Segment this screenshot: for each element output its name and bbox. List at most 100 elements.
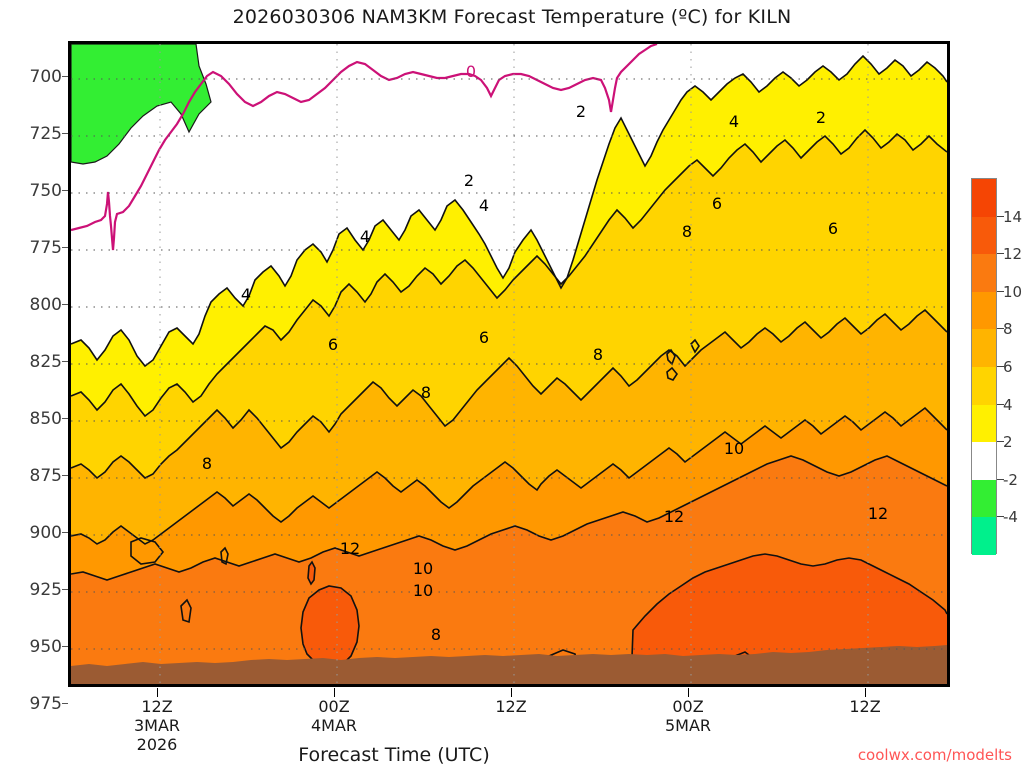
y-axis-tick-label: 725	[29, 124, 62, 144]
contour-label: 6	[328, 335, 338, 354]
contour-label: 10	[413, 559, 433, 578]
x-tick-date: 5MAR	[664, 716, 712, 735]
y-axis-tick-label: 975	[29, 694, 62, 714]
colorbar-tick-label: -2	[1003, 470, 1018, 489]
colorbar-tick-mark	[997, 516, 1004, 518]
y-axis-tick-label: 750	[29, 181, 62, 201]
colorbar-segment	[972, 517, 996, 555]
gridlines-vertical	[159, 44, 869, 684]
contour-label: 4	[479, 196, 489, 215]
x-axis-tick-label: 12Z 3MAR 2026	[92, 697, 222, 754]
y-axis-tick-mark	[62, 361, 68, 362]
y-axis-tick-label: 825	[29, 352, 62, 372]
colorbar-segment	[972, 216, 996, 255]
x-tick-time: 12Z	[849, 697, 881, 716]
y-axis-tick-mark	[62, 589, 68, 590]
contour-label: 12	[340, 539, 360, 558]
contour-label: 6	[479, 328, 489, 347]
x-tick-time: 12Z	[141, 697, 173, 716]
colorbar-segment	[972, 254, 996, 292]
contour-label: 8	[593, 345, 603, 364]
colorbar-tick-mark	[997, 290, 1004, 292]
contour-label: 8	[431, 625, 441, 644]
contour-label: 2	[816, 108, 826, 127]
colorbar-tick-mark	[997, 253, 1004, 255]
band-minus4-to-minus2	[71, 44, 212, 165]
contour-label: 8	[202, 454, 212, 473]
y-axis-tick-mark	[62, 247, 68, 248]
y-axis-tick-label: 775	[29, 238, 62, 258]
contour-label: 12	[664, 507, 684, 526]
watermark: coolwx.com/modelts	[857, 746, 1012, 764]
contour-label: 10	[724, 439, 744, 458]
contour-label: 2	[576, 102, 586, 121]
y-axis-tick-mark	[62, 418, 68, 419]
plot-area: 0 2 2 2 4 4 4 4 6 6 6 6 8 8 8 8 8 10 10 10 12 12 12	[68, 41, 950, 687]
page-title: 2026030306 NAM3KM Forecast Temperature (…	[232, 6, 792, 28]
colorbar-tick-label: 14	[1003, 207, 1023, 226]
y-axis-tick-mark	[62, 532, 68, 533]
y-axis-tick-label: 925	[29, 580, 62, 600]
contour-label: 12	[868, 504, 888, 523]
contour-label: 4	[241, 285, 251, 304]
y-axis-tick-label: 700	[29, 67, 62, 87]
colorbar-segment	[972, 404, 996, 443]
y-axis-tick-mark	[62, 133, 68, 134]
x-tick-year: 2026	[136, 735, 178, 754]
colorbar-segment	[972, 291, 996, 330]
y-axis-tick-label: 875	[29, 466, 62, 486]
colorbar-tick-label: -4	[1003, 508, 1018, 527]
contour-label: 4	[360, 227, 370, 246]
y-axis-tick-mark	[62, 190, 68, 191]
y-axis-tick-mark	[62, 304, 68, 305]
contour-label: 10	[413, 581, 433, 600]
x-axis-tick-mark	[688, 688, 689, 697]
x-axis-tick-label: 12Z	[446, 697, 576, 716]
x-axis-tick-label: 12Z	[800, 697, 930, 716]
colorbar-tick-mark	[997, 366, 1004, 367]
colorbar-tick-label: 8	[1003, 320, 1013, 339]
colorbar-segment	[972, 329, 996, 367]
terrain-surface	[71, 645, 947, 684]
y-axis-tick-label: 800	[29, 295, 62, 315]
contour-label: 8	[682, 222, 692, 241]
colorbar-tick-mark	[997, 403, 1004, 405]
colorbar-tick-mark	[997, 328, 1004, 330]
x-axis-tick-mark	[865, 688, 866, 697]
colorbar	[971, 178, 997, 555]
x-tick-time: 00Z	[672, 697, 704, 716]
y-axis-tick-label: 900	[29, 523, 62, 543]
x-axis-title: Forecast Time (UTC)	[298, 744, 490, 766]
contour-label: 0	[466, 62, 476, 81]
colorbar-segment	[972, 442, 996, 480]
contour-label: 6	[712, 194, 722, 213]
freezing-level-line	[71, 44, 658, 251]
x-tick-time: 12Z	[495, 697, 527, 716]
y-axis-tick-mark	[62, 646, 68, 647]
colorbar-tick-label: 2	[1003, 433, 1013, 452]
x-axis-tick-mark	[157, 688, 158, 697]
contour-label: 2	[464, 171, 474, 190]
colorbar-tick-label: 10	[1003, 282, 1023, 301]
colorbar-segment	[972, 179, 996, 217]
y-axis-tick-mark	[62, 703, 68, 704]
contour-lines	[71, 54, 947, 684]
band-12-14-sliver-a	[308, 562, 315, 584]
colorbar-segment	[972, 479, 996, 518]
colorbar-segment	[972, 366, 996, 405]
contour-label: 4	[729, 112, 739, 131]
colorbar-tick-mark	[997, 478, 1004, 480]
colorbar-tick-label: 6	[1003, 358, 1013, 376]
y-axis-tick-mark	[62, 475, 68, 476]
colorbar-tick-label: 4	[1003, 395, 1013, 414]
colorbar-tick-mark	[997, 215, 1004, 217]
y-axis-tick-label: 850	[29, 409, 62, 429]
x-tick-date: 3MAR	[133, 716, 181, 735]
x-tick-date: 4MAR	[310, 716, 358, 735]
x-tick-time: 00Z	[318, 697, 350, 716]
x-axis-tick-mark	[334, 688, 335, 697]
contour-label: 6	[828, 219, 838, 238]
